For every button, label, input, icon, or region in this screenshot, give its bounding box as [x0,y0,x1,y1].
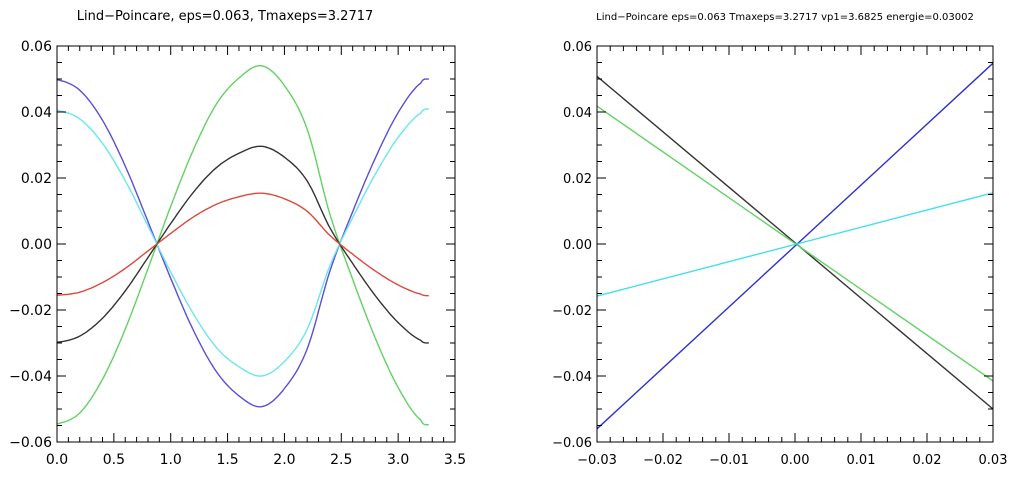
y-tick-label: −0.06 [552,436,592,451]
left-chart: Lind−Poincare, eps=0.063, Tmaxeps=3.2717… [9,9,466,468]
y-tick-label: −0.04 [552,370,592,385]
y-tick-label: 0.06 [21,39,52,55]
chart-title: Lind−Poincare eps=0.063 Tmaxeps=3.2717 v… [596,12,974,23]
y-tick-label: 0.06 [563,40,592,55]
y-tick-label: 0.02 [21,171,52,187]
x-tick-label: 0.02 [913,453,942,468]
x-tick-label: 1.5 [216,452,238,468]
x-tick-label: 3.0 [387,452,409,468]
x-tick-label: 3.5 [444,452,466,468]
series-line-1 [56,78,429,408]
series-line-3 [56,64,429,426]
y-tick-label: 0.04 [21,105,52,121]
series-line-2 [56,108,429,377]
y-tick-label: 0.04 [563,106,592,121]
y-tick-label: −0.06 [9,435,52,451]
series-line-4 [596,192,994,297]
y-tick-label: 0.00 [563,238,592,253]
x-tick-label: 2.0 [273,452,295,468]
chart-title: Lind−Poincare, eps=0.063, Tmaxeps=3.2717 [77,9,374,24]
y-tick-label: 0.02 [563,172,592,187]
x-tick-label: 0.03 [979,453,1008,468]
y-tick-label: −0.02 [552,304,592,319]
x-tick-label: −0.02 [643,453,683,468]
y-tick-label: 0.00 [21,237,52,253]
x-tick-label: 0.0 [46,452,68,468]
x-tick-label: 0.00 [781,453,810,468]
right-chart: Lind−Poincare eps=0.063 Tmaxeps=3.2717 v… [552,12,1007,468]
y-tick-label: −0.02 [9,303,52,319]
series-line-4 [56,145,429,344]
y-tick-label: −0.04 [9,369,52,385]
x-tick-label: 0.5 [103,452,125,468]
x-tick-label: −0.01 [709,453,749,468]
x-tick-label: 1.0 [160,452,182,468]
series-line-5 [56,192,429,297]
x-tick-label: −0.03 [577,453,617,468]
x-tick-label: 0.01 [847,453,876,468]
x-tick-label: 2.5 [330,452,352,468]
series-line-2 [596,105,994,382]
series-line-3 [596,62,994,430]
